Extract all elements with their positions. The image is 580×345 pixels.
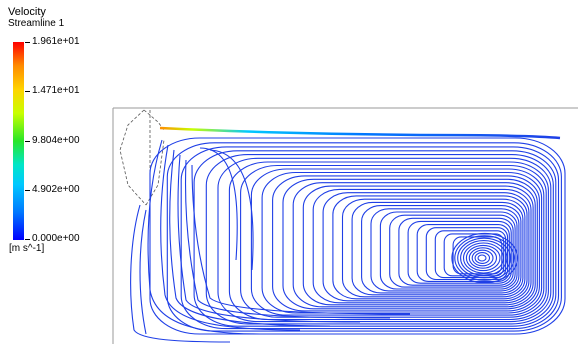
vortex-core-streamline — [462, 242, 505, 274]
streamline-loop — [332, 195, 528, 300]
streamline-loop — [407, 220, 512, 284]
vortex-core-streamline — [454, 235, 515, 281]
streamline-loop — [312, 188, 532, 304]
streamline-loop — [193, 150, 557, 327]
colorbar-tick — [25, 42, 30, 43]
streamline-loop — [370, 208, 520, 292]
vortex-core-streamline — [460, 240, 508, 276]
vortex-core-streamline — [474, 252, 491, 264]
streamline-loop — [166, 142, 562, 332]
colorbar-tick-label: 9.804e+00 — [32, 135, 80, 146]
streamline-descending — [169, 149, 331, 327]
colorbar-tick — [25, 239, 30, 240]
vortex-core-streamline — [471, 249, 494, 267]
streamline-loop — [180, 146, 560, 330]
colorbar-tick-label: 4.902e+00 — [32, 184, 80, 195]
legend-title: Velocity — [8, 6, 46, 18]
colorbar-tick — [25, 190, 30, 191]
colorbar-tick-label: 1.471e+01 — [32, 85, 80, 96]
streamline-loop — [379, 211, 518, 290]
streamline-loop — [389, 214, 516, 288]
streamline-loop — [228, 161, 549, 321]
streamline-descending — [130, 204, 231, 343]
streamline-loop — [351, 201, 524, 296]
legend-unit: [m s^-1] — [9, 243, 45, 254]
streamline-descending — [177, 154, 361, 323]
streamline-descending — [147, 139, 261, 335]
streamline-loop — [205, 154, 554, 325]
vortex-core-streamline — [465, 244, 501, 272]
streamline-loop — [282, 178, 538, 310]
streamline-loop — [240, 164, 547, 318]
streamline-descending — [209, 149, 254, 271]
velocity-colorbar — [13, 42, 24, 240]
vortex-core-streamline — [451, 232, 519, 284]
streamline-descending — [160, 144, 301, 331]
colorbar-tick — [25, 141, 30, 142]
vortex-core-streamline — [468, 247, 498, 269]
streamline-loop — [292, 182, 536, 308]
streamline-loop — [149, 137, 566, 335]
streamline-loop — [302, 185, 534, 306]
streamline-loop — [341, 198, 526, 298]
legend-subtitle: Streamline 1 — [8, 18, 65, 29]
streamline-descending — [184, 159, 391, 319]
streamline-loop — [272, 175, 540, 312]
streamline-loop — [250, 168, 545, 316]
streamline-loop — [217, 157, 552, 323]
streamline-descending — [191, 164, 411, 315]
colorbar-tick — [25, 91, 30, 92]
streamline-descending — [199, 147, 238, 261]
streamline-loop — [261, 171, 543, 314]
vortex-core-streamline — [457, 237, 512, 279]
streamlines — [130, 137, 566, 343]
colorbar-tick-label-max: 1.961e+01 — [32, 36, 80, 47]
streamline-loop — [322, 192, 530, 302]
high-velocity-jet — [159, 126, 561, 140]
streamline-descending — [139, 209, 147, 335]
vortex-core-streamline — [477, 254, 487, 262]
colorbar-tick-label-min: 0.000e+00 — [32, 233, 80, 244]
streamline-loop — [361, 205, 522, 294]
streamline-loop — [425, 227, 509, 281]
